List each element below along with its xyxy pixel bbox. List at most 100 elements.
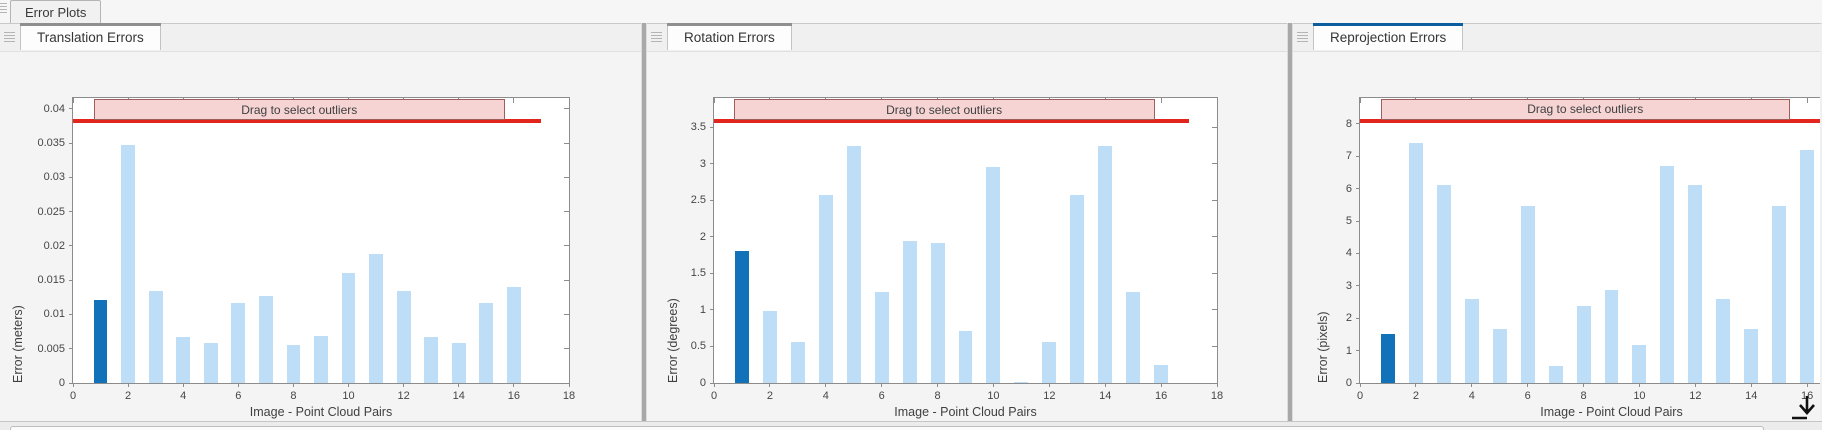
x-tick-mark [72,98,74,103]
bar[interactable] [818,195,833,383]
bar[interactable] [790,342,805,383]
drag-select-outliers-banner[interactable]: Drag to select outliers [1380,99,1790,120]
x-tick-mark [1638,383,1640,387]
bar[interactable] [1408,143,1423,383]
bar[interactable] [314,336,328,383]
bar[interactable] [1772,206,1787,383]
drag-grip-icon[interactable] [1297,32,1308,44]
bar[interactable] [902,240,917,383]
bar[interactable] [396,290,411,383]
bar[interactable] [1098,146,1113,383]
x-tick-label: 2 [766,390,773,402]
y-tick-mark [69,142,73,144]
bar[interactable] [424,337,439,383]
bar[interactable] [93,300,108,383]
x-axis-label: Image - Point Cloud Pairs [1540,405,1683,419]
x-tick-mark [769,383,771,387]
tab-translation-errors-label: Translation Errors [37,29,144,45]
y-tick-mark [710,272,714,274]
bar[interactable] [1042,342,1057,383]
bar[interactable] [1436,185,1451,383]
tab-translation-errors[interactable]: Translation Errors [20,23,161,50]
bar[interactable] [874,291,889,383]
y-tick-label: 0.015 [37,274,65,287]
bar[interactable] [1716,299,1731,383]
bar[interactable] [1520,206,1535,383]
panel-splitter[interactable] [641,23,647,421]
x-tick-label: 4 [180,390,187,402]
bar[interactable] [1070,195,1085,383]
bar[interactable] [1660,166,1675,383]
bar[interactable] [341,273,356,383]
y-tick-label: 2 [699,230,706,243]
bar[interactable] [148,290,163,383]
bar[interactable] [1604,290,1619,383]
bar[interactable] [1126,291,1141,383]
drag-grip-icon[interactable] [651,32,662,44]
tab-reprojection-errors[interactable]: Reprojection Errors [1313,23,1464,50]
y-tick-mark [710,126,714,128]
bar[interactable] [507,287,521,383]
x-tick-mark [237,383,239,387]
bottom-dock-edge [10,426,1764,430]
y-tick-mark [564,382,569,384]
threshold-line [73,119,542,124]
y-tick-mark [69,279,73,281]
bar[interactable] [1744,328,1759,383]
y-tick-mark [69,313,73,315]
bar[interactable] [846,146,861,383]
y-tick-mark [69,211,73,213]
bar[interactable] [958,331,973,383]
panel-row: Translation Errors 0 2 4 6 8 10 12 14 16 18 0 0.005… [0,23,1822,421]
threshold-line [714,119,1190,124]
bar[interactable] [1154,364,1169,383]
bar[interactable] [1576,305,1591,383]
bar[interactable] [1464,299,1479,383]
bar[interactable] [1492,328,1507,383]
drag-grip-icon[interactable] [4,32,15,44]
x-tick-label: 18 [562,390,576,402]
x-tick-mark [1359,383,1361,387]
y-tick-mark [1356,382,1360,384]
bar[interactable] [1380,334,1395,383]
bar[interactable] [1632,344,1647,383]
y-tick-label: 7 [1345,150,1352,163]
y-tick-mark [710,382,714,384]
tab-rotation-errors[interactable]: Rotation Errors [667,23,792,50]
bar[interactable] [1548,366,1563,383]
y-tick-label: 0.005 [37,342,65,355]
y-tick-label: 0.04 [43,102,65,115]
bar[interactable] [1800,149,1815,383]
bar[interactable] [986,166,1001,383]
bar[interactable] [1014,381,1029,383]
tab-error-plots[interactable]: Error Plots [10,0,102,23]
x-tick-mark [1694,383,1696,387]
y-tick-mark [1356,317,1360,319]
bar[interactable] [286,344,301,383]
tab-accent-bar [1313,23,1464,26]
drag-select-outliers-banner[interactable]: Drag to select outliers [733,99,1155,121]
y-tick-label: 0.5 [690,340,706,353]
bar[interactable] [203,343,218,383]
drag-grip-icon[interactable] [0,3,7,19]
bar[interactable] [259,295,273,383]
tab-error-plots-label: Error Plots [25,4,87,20]
y-tick-mark [1356,285,1360,287]
x-tick-label: 12 [1043,390,1056,402]
y-tick-label: 0.03 [43,171,65,184]
panel-splitter[interactable] [1287,23,1293,421]
bar[interactable] [479,302,494,383]
document-tab-bar: Error Plots [0,0,1822,24]
bar[interactable] [734,251,749,383]
bar[interactable] [762,311,777,383]
bar[interactable] [1688,185,1703,383]
bar[interactable] [451,343,466,383]
drag-select-outliers-banner[interactable]: Drag to select outliers [93,99,505,121]
bar[interactable] [121,145,135,383]
bar[interactable] [231,302,246,383]
bar[interactable] [176,337,191,383]
y-tick-label: 1 [1345,344,1352,357]
bar[interactable] [930,242,945,383]
bar[interactable] [369,253,383,383]
x-tick-label: 12 [1689,390,1702,402]
